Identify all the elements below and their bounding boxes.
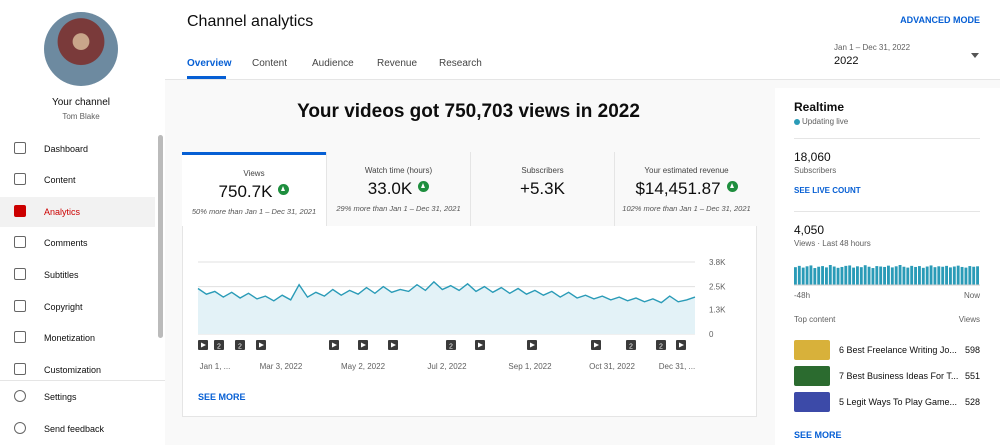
- tab-underline: [187, 76, 226, 79]
- tab[interactable]: Research: [439, 58, 482, 69]
- stat-tab[interactable]: Views 750.7K 50% more than Jan 1 – Dec 31,…: [182, 152, 326, 226]
- stat-value: +5.3K: [520, 179, 565, 198]
- nav-item[interactable]: Customization: [0, 355, 155, 385]
- see-more[interactable]: SEE MORE: [198, 392, 246, 402]
- video-title[interactable]: 7 Best Business Ideas For T...: [839, 371, 959, 381]
- page-title: Channel analytics: [187, 13, 314, 30]
- realtime-status: Updating live: [802, 117, 849, 126]
- stat-label: Your estimated revenue: [644, 166, 729, 175]
- nav-label: Customization: [44, 365, 102, 375]
- nav-item[interactable]: Comments: [0, 228, 155, 258]
- nav-icon: [14, 205, 26, 217]
- nav-label: Send feedback: [44, 424, 105, 434]
- views-label: Views · Last 48 hours: [794, 239, 871, 248]
- nav-icon: [14, 142, 26, 154]
- video-views: 528: [964, 397, 980, 407]
- see-live-count[interactable]: SEE LIVE COUNT: [794, 186, 861, 195]
- stat-label: Watch time (hours): [364, 166, 433, 175]
- avatar[interactable]: [44, 12, 118, 86]
- tab[interactable]: Revenue: [377, 58, 418, 69]
- dropdown-arrow[interactable]: [971, 53, 979, 58]
- nav-label: Content: [44, 175, 76, 185]
- nav-item[interactable]: Monetization: [0, 323, 155, 353]
- thumbnail[interactable]: [794, 392, 830, 412]
- nav-item[interactable]: Analytics: [0, 197, 155, 227]
- nav-label: Analytics: [44, 207, 81, 217]
- stat-value: 750.7K: [182, 182, 326, 202]
- stat-value: $14,451.87: [615, 179, 758, 199]
- up-arrow: [726, 181, 738, 192]
- stat-value: 33.0K: [327, 179, 470, 199]
- header: [165, 0, 1000, 80]
- tab[interactable]: Overview: [187, 58, 232, 69]
- nav-icon: [14, 236, 26, 248]
- nav-item[interactable]: Copyright: [0, 292, 155, 322]
- views-count: 4,050: [794, 223, 825, 237]
- live-dot: [794, 119, 800, 125]
- video-title[interactable]: 6 Best Freelance Writing Jo...: [839, 345, 957, 355]
- nav-icon: [14, 300, 26, 312]
- video-views: 551: [964, 371, 980, 381]
- divider: [794, 211, 980, 212]
- nav-icon: [14, 390, 26, 402]
- subscriber-label: Subscribers: [794, 166, 837, 175]
- nav-label: Comments: [44, 238, 88, 248]
- nav-label: Copyright: [44, 302, 83, 312]
- thumbnail[interactable]: [794, 340, 830, 360]
- video-title[interactable]: 5 Legit Ways To Play Game...: [839, 397, 958, 407]
- up-arrow: [278, 184, 290, 195]
- views-column: Views: [958, 315, 980, 324]
- nav-label: Monetization: [44, 333, 96, 343]
- stat-comparison: 29% more than Jan 1 – Dec 31, 2021: [336, 204, 461, 213]
- nav-item[interactable]: Dashboard: [0, 134, 155, 164]
- stat-label: Subscribers: [521, 166, 564, 175]
- thumbnail[interactable]: [794, 366, 830, 386]
- stat-tab[interactable]: Watch time (hours) 33.0K 29% more than Jan…: [326, 152, 470, 226]
- nav-label: Subtitles: [44, 270, 79, 280]
- nav-icon: [14, 331, 26, 343]
- date-label[interactable]: 2022: [834, 55, 859, 67]
- nav-item[interactable]: Send feedback: [0, 414, 155, 444]
- advanced-mode[interactable]: ADVANCED MODE: [900, 15, 980, 25]
- stat-comparison: 50% more than Jan 1 – Dec 31, 2021: [191, 207, 317, 216]
- stat-label: Views: [243, 169, 265, 178]
- divider: [0, 380, 165, 381]
- channel-label: Your channel: [51, 97, 110, 108]
- nav-icon: [14, 422, 26, 434]
- nav-item[interactable]: Settings: [0, 382, 155, 412]
- nav-label: Dashboard: [44, 144, 89, 154]
- channel-name: Tom Blake: [62, 112, 100, 121]
- stat-comparison: 102% more than Jan 1 – Dec 31, 2021: [622, 204, 751, 213]
- scrollbar[interactable]: [158, 135, 163, 338]
- nav-item[interactable]: Subtitles: [0, 260, 155, 290]
- stat-tab[interactable]: Subscribers +5.3K: [470, 152, 614, 226]
- nav-icon: [14, 268, 26, 280]
- subscriber-count: 18,060: [794, 150, 831, 164]
- tab[interactable]: Audience: [312, 58, 354, 69]
- realtime-title: Realtime: [794, 100, 845, 114]
- nav-icon: [14, 173, 26, 185]
- video-views: 598: [964, 345, 980, 355]
- stat-tab[interactable]: Your estimated revenue $14,451.87 102% mor…: [614, 152, 758, 226]
- nav-label: Settings: [44, 392, 77, 402]
- tab[interactable]: Content: [252, 58, 288, 69]
- date-range[interactable]: Jan 1 – Dec 31, 2022: [834, 43, 911, 52]
- up-arrow: [418, 181, 430, 192]
- top-content-label: Top content: [794, 315, 836, 324]
- nav-icon: [14, 363, 26, 375]
- divider: [794, 138, 980, 139]
- headline: Your videos got 750,703 views in 2022: [297, 101, 640, 122]
- see-more[interactable]: SEE MORE: [794, 430, 842, 440]
- nav-item[interactable]: Content: [0, 165, 155, 195]
